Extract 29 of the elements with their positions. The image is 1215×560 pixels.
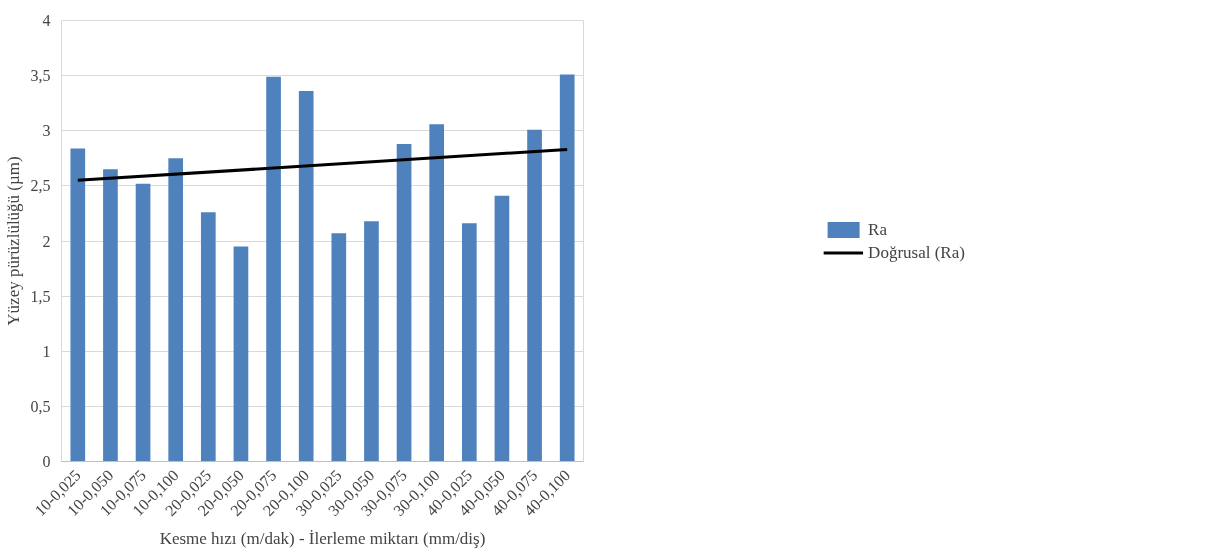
bar [527,129,542,462]
y-tick-label: 0 [42,453,51,470]
bar [266,76,281,462]
y-tick-label: 1 [42,342,51,360]
bar [200,212,216,462]
y-tick-label: 4 [42,12,51,29]
y-tick-label: 2 [42,232,51,250]
x-axis-title: Kesme hızı (m/dak) - İlerleme miktarı (mm/diş) [159,528,486,548]
bar [331,233,347,462]
bar [461,223,477,462]
y-axis-title: Yüzey pürüzlülüğü (µm) [3,156,23,326]
y-tick-label: 3 [42,122,51,140]
bar [364,221,379,462]
y-tick-label: 1,5 [30,287,51,305]
bar [103,169,118,462]
bar [429,124,445,462]
y-tick-label: 0,5 [30,397,51,415]
bar [396,143,412,462]
bar [494,195,510,462]
bar [559,74,575,462]
bar [70,148,86,462]
bar [168,158,184,462]
y-tick-label: 2,5 [30,177,51,195]
bar [298,91,314,462]
y-tick-label: 3,5 [30,67,51,85]
bar [135,183,151,462]
legend-label: Ra [868,219,888,239]
legend-label: Doğrusal (Ra) [868,242,965,262]
bar [233,246,249,462]
